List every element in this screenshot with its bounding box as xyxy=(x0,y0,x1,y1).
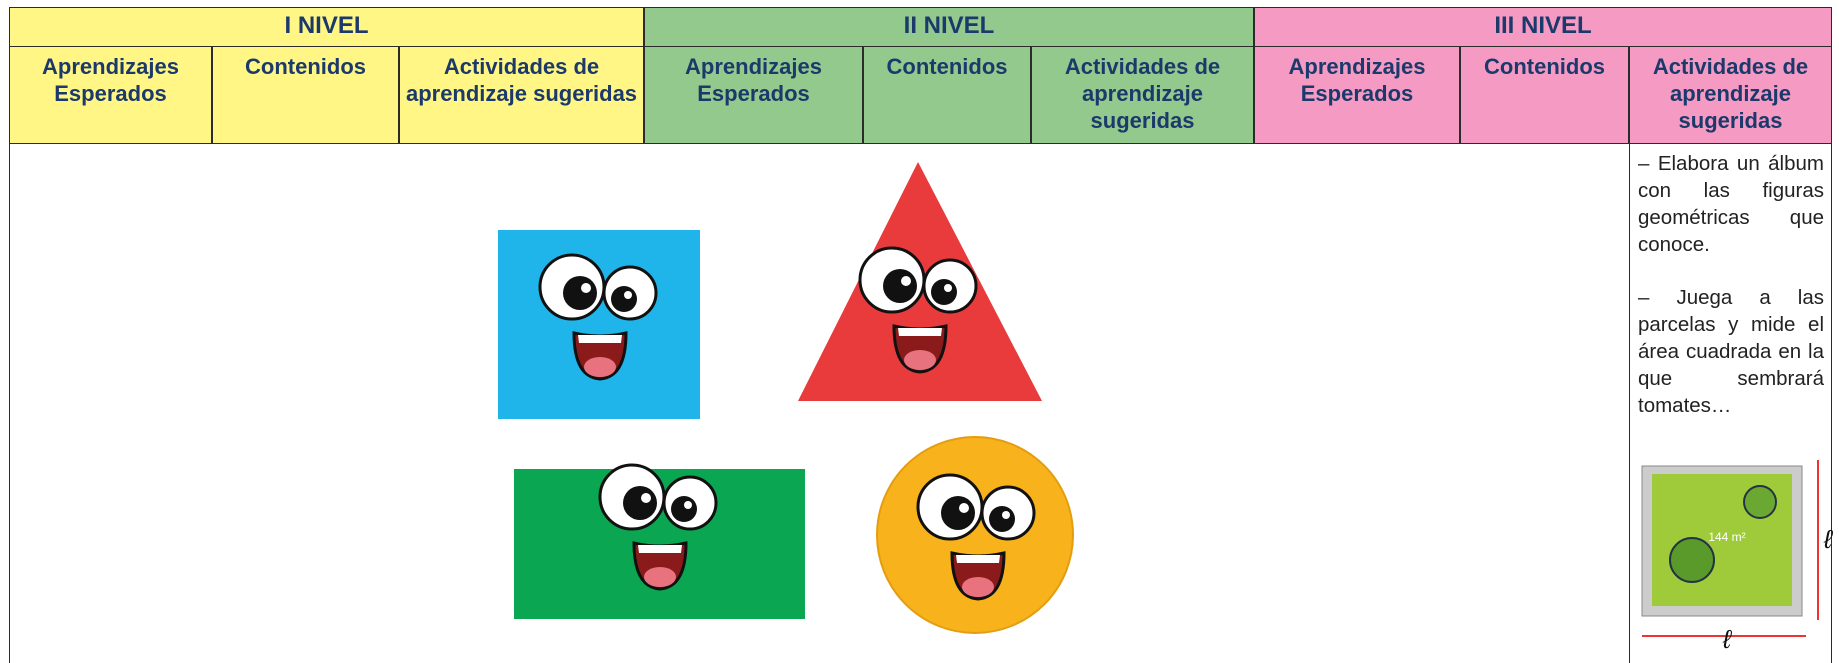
column-header: Actividades de aprendizaje sugeridas xyxy=(399,46,644,144)
level-header: II NIVEL xyxy=(644,7,1254,47)
plot-image: 144 m² ℓ ℓ xyxy=(1641,460,1834,654)
column-header: Contenidos xyxy=(1460,46,1629,144)
square-shape xyxy=(498,230,700,419)
side-label: ℓ xyxy=(1722,624,1733,654)
column-header: Contenidos xyxy=(863,46,1031,144)
column-header: Actividades de aprendizaje sugeridas xyxy=(1629,46,1832,144)
activities-cell: – Elabora un álbum con las figuras geomé… xyxy=(1629,144,1832,663)
level-header: III NIVEL xyxy=(1254,7,1832,47)
column-header: Aprendizajes Esperados xyxy=(1254,46,1460,144)
circle-shape xyxy=(876,436,1074,634)
column-header: Actividades de aprendizaje sugeridas xyxy=(1031,46,1254,144)
table-body xyxy=(9,144,1832,663)
side-label: ℓ xyxy=(1823,524,1834,554)
level-header: I NIVEL xyxy=(9,7,644,47)
column-header: Contenidos xyxy=(212,46,399,144)
activity-text: – Juega a las parcelas y mide el área cu… xyxy=(1638,286,1824,417)
column-header: Aprendizajes Esperados xyxy=(644,46,863,144)
column-header: Aprendizajes Esperados xyxy=(9,46,212,144)
plot-area-label: 144 m² xyxy=(1708,530,1745,544)
activity-text: – Elabora un álbum con las figuras geomé… xyxy=(1638,152,1824,256)
